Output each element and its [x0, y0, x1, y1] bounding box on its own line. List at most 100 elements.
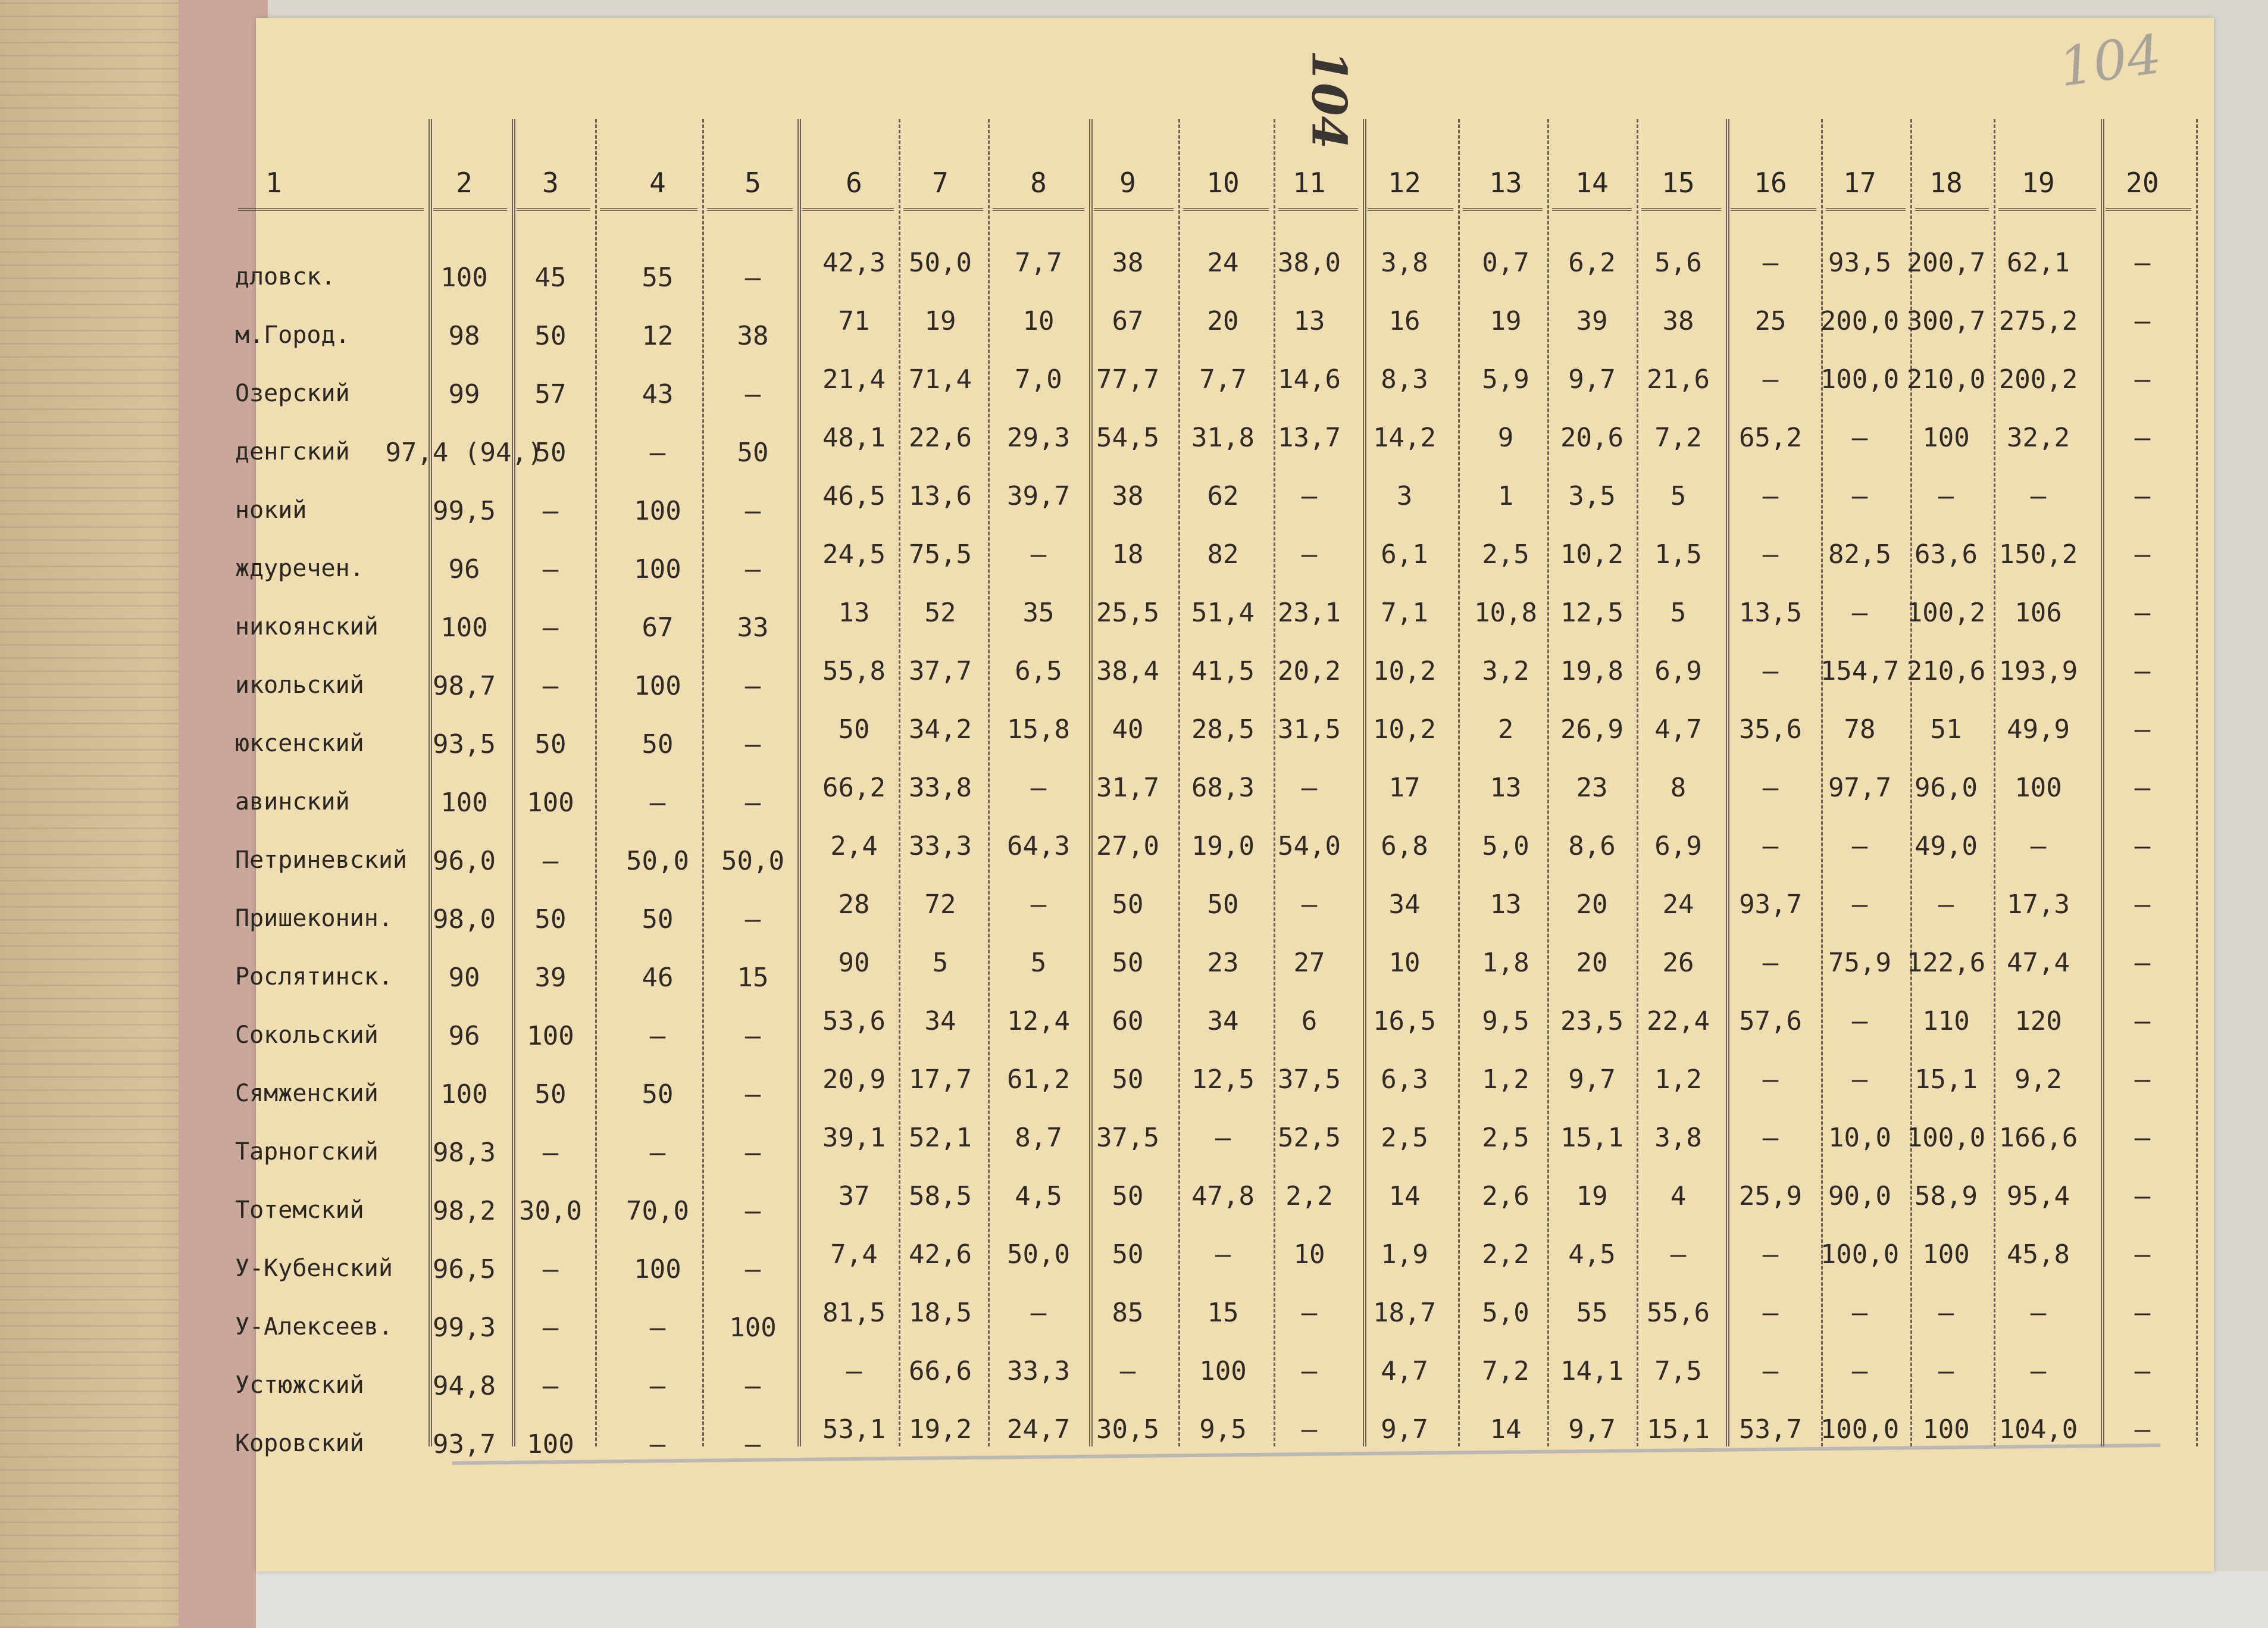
table-cell: 5,0 — [1482, 1298, 1529, 1328]
table-cell: 60 — [1112, 1006, 1144, 1036]
table-cell: 51,4 — [1191, 598, 1255, 628]
header-rule — [1641, 208, 1721, 211]
table-cell: 65,2 — [1739, 423, 1802, 453]
document-page — [256, 18, 2214, 1571]
table-cell: 13 — [1293, 306, 1325, 336]
table-cell: 63,6 — [1914, 539, 1978, 570]
table-cell: 20,2 — [1278, 656, 1341, 686]
table-cell: 8,3 — [1381, 364, 1428, 395]
table-cell: 33,3 — [909, 831, 972, 861]
table-cell: 58,9 — [1914, 1181, 1978, 1211]
table-cell: 20 — [1576, 948, 1608, 978]
table-cell: 90 — [838, 948, 870, 978]
table-cell: – — [1762, 1298, 1779, 1328]
table-cell: – — [744, 1371, 761, 1401]
row-label: У-Алексеев. — [235, 1313, 393, 1340]
table-cell: – — [1762, 656, 1779, 686]
table-cell: 50 — [1112, 889, 1144, 920]
table-cell: 2,5 — [1482, 539, 1529, 570]
table-cell: 100 — [2014, 773, 2062, 803]
row-label: авинский — [235, 788, 350, 815]
header-rule — [1278, 208, 1358, 211]
table-cell: 10 — [1293, 1239, 1325, 1270]
table-cell: – — [2134, 364, 2151, 395]
header-rule — [1368, 208, 1453, 211]
table-cell: 34 — [1207, 1006, 1239, 1036]
table-cell: 94,8 — [433, 1371, 496, 1401]
table-cell: – — [2030, 1356, 2047, 1386]
table-cell: – — [2134, 423, 2151, 453]
table-cell: – — [744, 1429, 761, 1460]
table-cell: – — [649, 1138, 666, 1168]
table-cell: 2,2 — [1285, 1181, 1333, 1211]
table-cell: 100 — [527, 1429, 574, 1460]
table-cell: 9,5 — [1199, 1414, 1247, 1445]
table-cell: – — [1762, 1239, 1779, 1270]
table-cell: – — [1762, 364, 1779, 395]
column-divider — [1910, 119, 1912, 1446]
table-cell: 9,7 — [1568, 1414, 1616, 1445]
header-rule — [600, 208, 697, 211]
table-cell: 99,3 — [433, 1313, 496, 1343]
table-cell: 55,8 — [822, 656, 886, 686]
table-cell: 10,2 — [1560, 539, 1623, 570]
table-cell: 24,7 — [1007, 1414, 1070, 1445]
table-cell: – — [1851, 1006, 1868, 1036]
table-cell: 6,8 — [1381, 831, 1428, 861]
row-label: Коровский — [235, 1430, 364, 1457]
row-label: м.Город. — [235, 321, 350, 349]
row-label: Петриневский — [235, 846, 407, 874]
table-cell: 8,6 — [1568, 831, 1616, 861]
table-cell: 39,1 — [822, 1123, 886, 1153]
column-divider — [1637, 119, 1638, 1446]
table-cell: 10 — [1388, 948, 1421, 978]
header-rule — [1463, 208, 1543, 211]
table-cell: 33,3 — [1007, 1356, 1070, 1386]
table-cell: 82 — [1207, 539, 1239, 570]
table-cell: – — [1762, 1064, 1779, 1095]
table-cell: 3,8 — [1381, 248, 1428, 278]
table-cell: – — [542, 1371, 559, 1401]
header-rule — [1183, 208, 1269, 211]
table-cell: – — [542, 1138, 559, 1168]
table-cell: 100,0 — [1820, 364, 1900, 395]
table-cell: 10,2 — [1373, 714, 1436, 745]
header-rule — [1915, 208, 1989, 211]
table-cell: – — [1762, 948, 1779, 978]
header-rule — [993, 208, 1084, 211]
table-cell: 5 — [1670, 481, 1687, 511]
table-cell: 40 — [1112, 714, 1144, 745]
table-cell: 5 — [932, 948, 949, 978]
table-cell: 25,9 — [1739, 1181, 1802, 1211]
table-cell: 34 — [924, 1006, 956, 1036]
table-cell: 26 — [1662, 948, 1694, 978]
table-cell: – — [649, 1021, 666, 1051]
row-label: Пришеконин. — [235, 905, 393, 932]
row-label: икольский — [235, 671, 364, 699]
row-label: Устюжский — [235, 1371, 364, 1399]
column-header: 1 — [265, 167, 282, 199]
column-divider — [2196, 119, 2198, 1446]
table-cell: 66,2 — [822, 773, 886, 803]
page-number-stamp: 104 — [1301, 49, 1357, 149]
table-cell: 6,3 — [1381, 1064, 1428, 1095]
table-cell: – — [1938, 889, 1954, 920]
table-cell: 29,3 — [1007, 423, 1070, 453]
table-cell: 7,5 — [1654, 1356, 1702, 1386]
table-cell: 64,3 — [1007, 831, 1070, 861]
table-cell: – — [542, 1313, 559, 1343]
table-cell: – — [1030, 539, 1047, 570]
table-cell: 100 — [527, 788, 574, 818]
table-cell: 16 — [1388, 306, 1421, 336]
table-cell: 93,5 — [1828, 248, 1891, 278]
table-cell: – — [1762, 773, 1779, 803]
table-cell: 50 — [534, 904, 567, 935]
table-cell: 15,8 — [1007, 714, 1070, 745]
table-cell: – — [2134, 539, 2151, 570]
table-cell: 14 — [1490, 1414, 1522, 1445]
table-cell: – — [2134, 714, 2151, 745]
table-cell: – — [744, 496, 761, 526]
table-cell: – — [649, 1429, 666, 1460]
table-cell: 1,2 — [1654, 1064, 1702, 1095]
table-cell: 45,8 — [2007, 1239, 2070, 1270]
